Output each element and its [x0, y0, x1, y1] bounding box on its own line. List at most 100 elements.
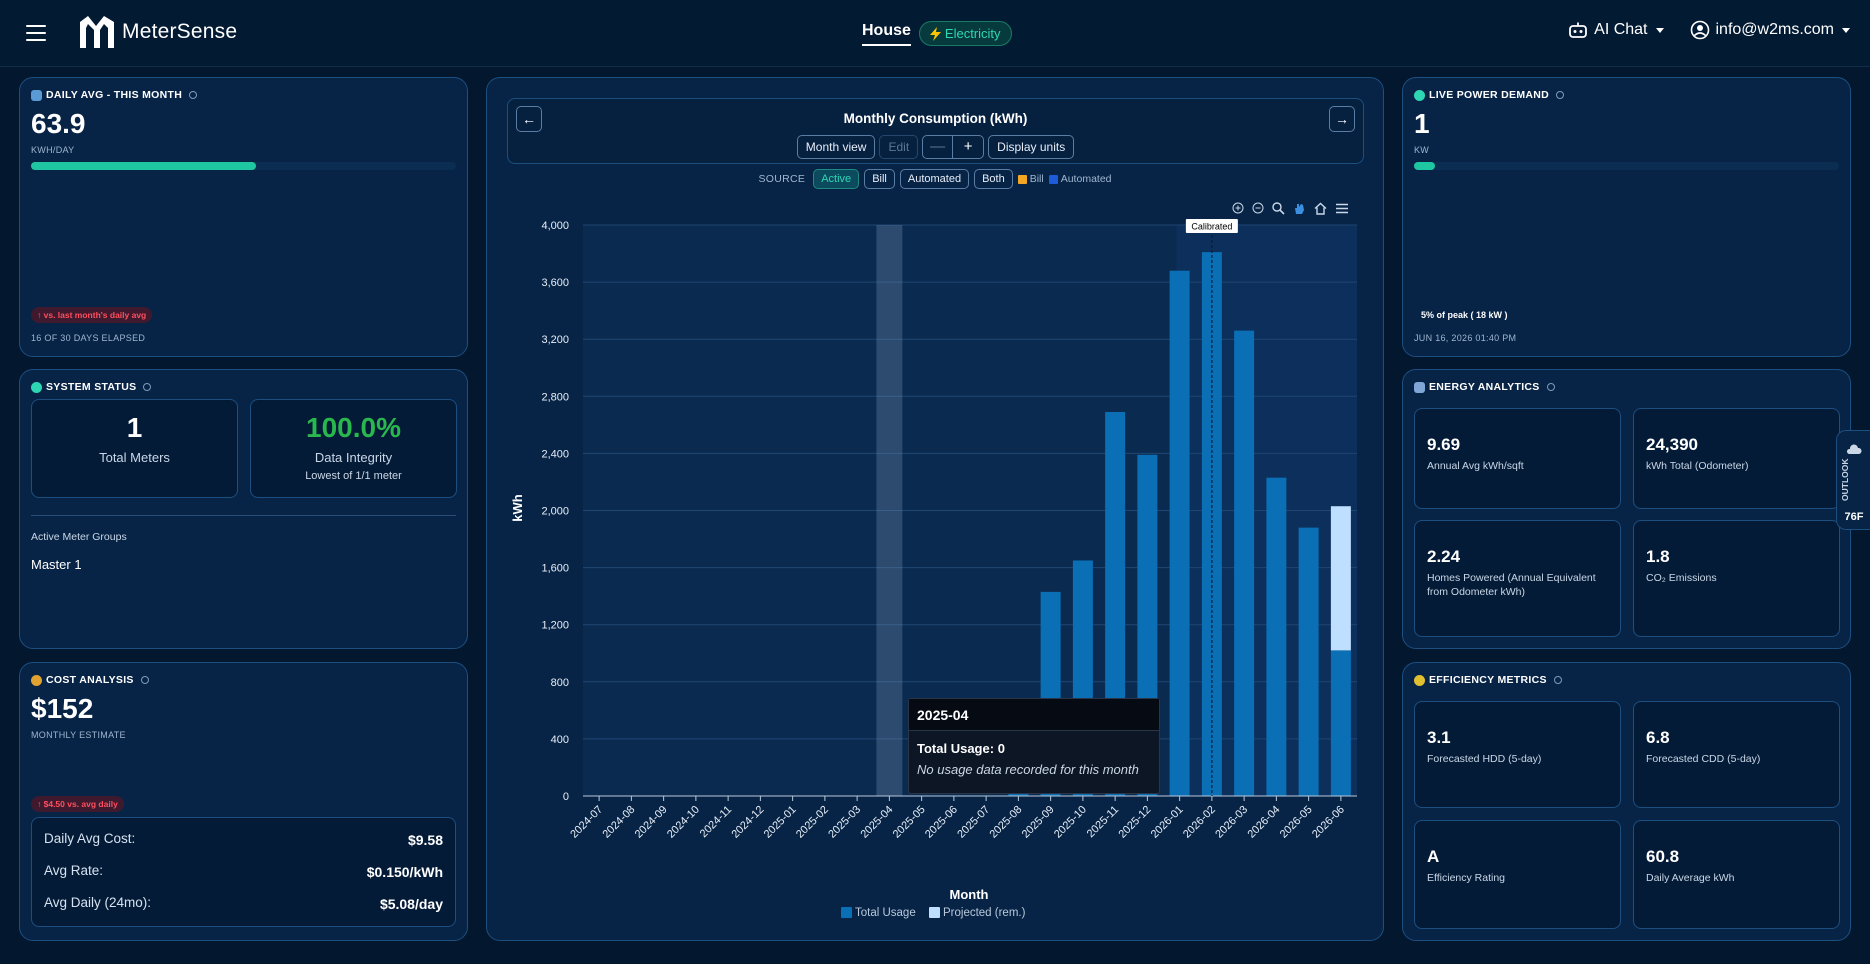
legend-bill: Bill — [1017, 173, 1044, 185]
bar-total-usage — [1266, 477, 1287, 796]
y-tick-label: 800 — [551, 677, 569, 689]
magnifier-icon[interactable] — [1272, 202, 1285, 215]
y-tick-label: 0 — [563, 791, 569, 803]
ai-chat-dropdown[interactable]: AI Chat — [1568, 21, 1664, 39]
chevron-down-icon — [1842, 27, 1850, 33]
data-integrity-label: Data Integrity — [314, 450, 393, 465]
efficiency-tile: A Efficiency Rating — [1414, 820, 1621, 929]
hamburger-menu-icon[interactable] — [1335, 202, 1349, 215]
system-status-card: SYSTEM STATUS 1 Total Meters 100.0% Data… — [19, 369, 468, 649]
x-tick-label: 2025-10 — [1052, 804, 1089, 841]
zoom-out-icon[interactable] — [1252, 202, 1264, 214]
x-tick-label: 2026-02 — [1181, 804, 1218, 841]
analytics-tile: 1.8 CO₂ Emissions — [1633, 520, 1840, 637]
y-tick-label: 4,000 — [541, 220, 569, 232]
menu-icon[interactable] — [26, 25, 46, 41]
tooltip-note: No usage data recorded for this month — [917, 762, 1139, 777]
outlook-tab[interactable]: OUTLOOK 76F — [1836, 430, 1870, 530]
cost-details-box: Daily Avg Cost: $9.58 Avg Rate: $0.150/k… — [31, 817, 456, 927]
info-icon[interactable] — [1546, 383, 1555, 391]
cost-value: $152 — [31, 693, 94, 724]
pan-hand-icon[interactable] — [1293, 202, 1306, 215]
prev-period-button[interactable]: ← — [516, 106, 542, 132]
x-tick-label: 2026-04 — [1245, 804, 1282, 841]
bar-total-usage — [1234, 330, 1255, 796]
tooltip-usage-value: 0 — [997, 741, 1005, 756]
zoom-in-icon[interactable] — [1232, 202, 1244, 214]
x-tick-label: 2025-08 — [987, 804, 1024, 841]
total-meters-value: 1 — [126, 412, 143, 443]
daily-avg-card: DAILY AVG - THIS MONTH 63.9 KWH/DAY ↑ vs… — [19, 77, 468, 357]
efficiency-title: EFFICIENCY METRICS — [1429, 674, 1547, 686]
info-icon[interactable] — [143, 383, 152, 391]
next-period-button[interactable]: → — [1329, 106, 1355, 132]
display-units-button[interactable]: Display units — [988, 135, 1075, 159]
tile-value: 3.1 — [1427, 728, 1451, 747]
month-view-button[interactable]: Month view — [796, 135, 876, 159]
energy-analytics-title: ENERGY ANALYTICS — [1429, 381, 1540, 393]
info-icon[interactable] — [1556, 91, 1565, 99]
card-title: SYSTEM STATUS — [31, 381, 152, 393]
x-tick-label: 2024-07 — [568, 804, 605, 841]
bar-total-usage — [1201, 252, 1222, 796]
daily-avg-title: DAILY AVG - THIS MONTH — [46, 89, 183, 101]
source-both-button[interactable]: Both — [974, 169, 1013, 189]
calibrated-label-bg — [1185, 219, 1238, 233]
y-tick-label: 2,800 — [541, 391, 569, 403]
legend-swatch — [841, 907, 852, 918]
efficiency-tile: 6.8 Forecasted CDD (5-day) — [1633, 701, 1840, 808]
y-tick-label: 1,200 — [541, 620, 569, 632]
power-progress-fill — [1414, 162, 1436, 170]
edit-button[interactable]: Edit — [879, 135, 919, 159]
y-tick-label: 2,400 — [541, 448, 569, 460]
increase-button[interactable]: + — [963, 138, 973, 155]
card-title: LIVE POWER DEMAND — [1414, 89, 1565, 101]
data-integrity-value: 100.0% — [306, 412, 401, 443]
info-icon[interactable] — [1553, 676, 1562, 684]
x-tick-label: 2025-05 — [891, 804, 928, 841]
chevron-down-icon — [1655, 27, 1664, 33]
chart-tooltip: 2025-04 Total Usage: 0 No usage data rec… — [908, 698, 1160, 794]
outlook-label: OUTLOOK — [1840, 458, 1850, 502]
brand-logo[interactable]: MeterSense — [78, 14, 237, 50]
daily-avg-unit: KWH/DAY — [31, 145, 75, 155]
x-tick-label: 2025-12 — [1116, 804, 1153, 841]
legend-label: Total Usage — [855, 907, 916, 919]
legend-swatch — [1017, 174, 1027, 184]
zoom-stepper: — + — [922, 135, 985, 159]
home-icon[interactable] — [1314, 202, 1327, 215]
tile-label: CO₂ Emissions — [1646, 572, 1717, 584]
utility-badge[interactable]: Electricity — [918, 21, 1012, 46]
bar-total-usage — [1169, 270, 1190, 796]
source-automated-button[interactable]: Automated — [899, 169, 970, 189]
x-tick-label: 2025-11 — [1085, 804, 1121, 840]
peak-note: 5% of peak ( 18 kW ) — [1421, 310, 1508, 320]
tile-value: A — [1427, 847, 1440, 866]
source-active-button[interactable]: Active — [813, 169, 860, 189]
power-progress-track — [1414, 162, 1839, 170]
total-meters-tile: 1 Total Meters — [31, 399, 238, 498]
chart-icon — [1414, 381, 1425, 393]
x-tick-label: 2026-06 — [1310, 804, 1347, 841]
decrease-button[interactable]: — — [923, 136, 954, 158]
account-email: info@w2ms.com — [1715, 21, 1835, 38]
x-tick-label: 2026-03 — [1213, 804, 1250, 841]
info-icon[interactable] — [189, 91, 198, 99]
x-tick-label: 2024-12 — [729, 804, 766, 841]
chart-controls: ← → Monthly Consumption (kWh) Month view… — [507, 98, 1364, 164]
meter-group-item[interactable]: Master 1 — [31, 557, 82, 572]
y-tick-label: 2,000 — [541, 506, 569, 518]
info-icon[interactable] — [140, 676, 149, 684]
legend-label: Projected (rem.) — [943, 907, 1026, 919]
live-power-value: 1 — [1414, 108, 1430, 139]
legend-label: Bill — [1029, 173, 1044, 185]
tile-value: 60.8 — [1646, 847, 1680, 866]
property-selector[interactable]: House — [862, 22, 911, 46]
source-bill-button[interactable]: Bill — [864, 169, 895, 189]
cost-analysis-card: COST ANALYSIS $152 MONTHLY ESTIMATE ↑ $4… — [19, 662, 468, 941]
account-dropdown[interactable]: info@w2ms.com — [1690, 20, 1850, 40]
monthly-consumption-panel: ← → Monthly Consumption (kWh) Month view… — [486, 77, 1384, 941]
ai-chat-label: AI Chat — [1594, 21, 1648, 38]
y-tick-label: 3,200 — [541, 334, 569, 346]
efficiency-tile: 60.8 Daily Average kWh — [1633, 820, 1840, 929]
